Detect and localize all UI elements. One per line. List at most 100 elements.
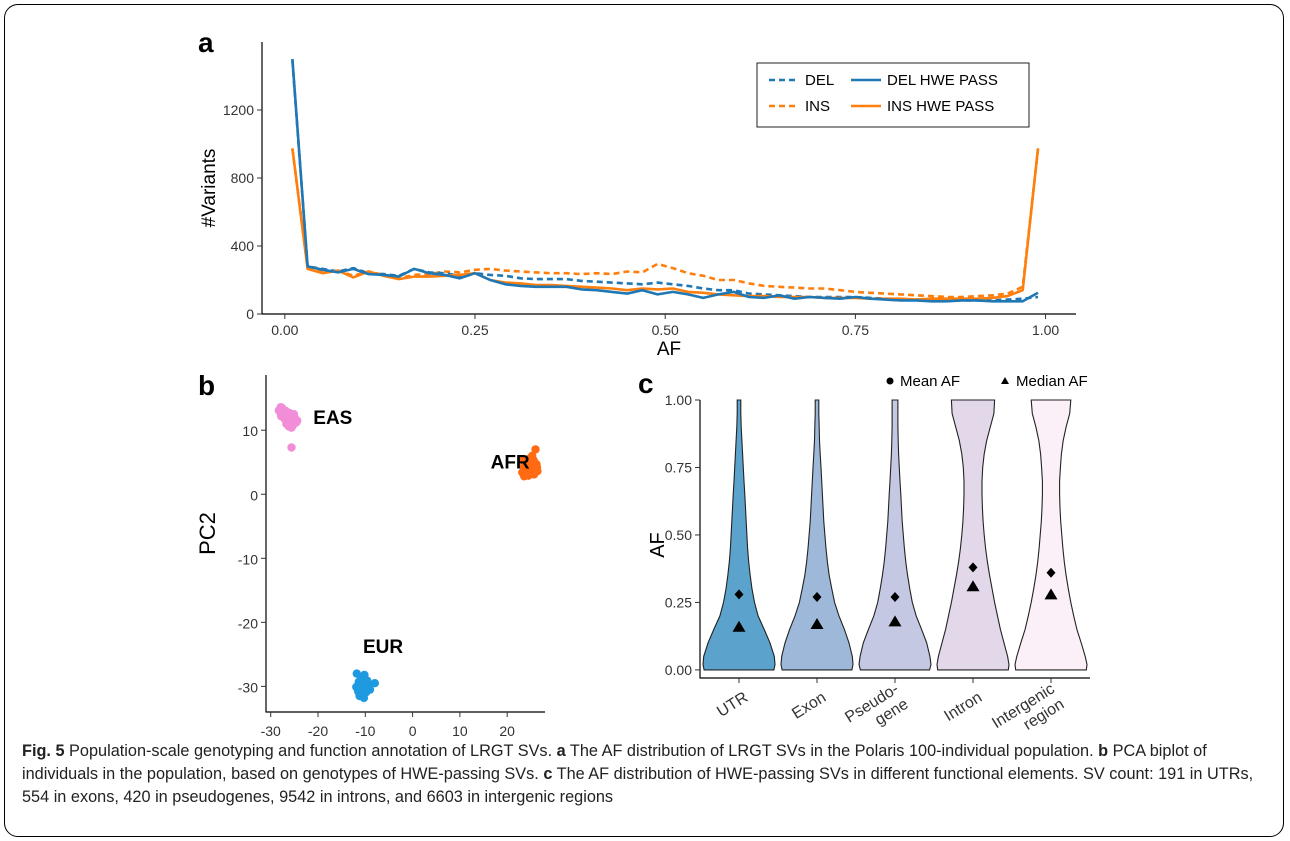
- panel-b-x-tick-label: 20: [499, 723, 515, 739]
- panel-a-legend-label: INS HWE PASS: [887, 98, 994, 115]
- panel-c-y-tick-label: 0.50: [665, 527, 692, 543]
- panel-a-x-tick-label: 0.75: [842, 322, 869, 338]
- panel-c-legend-label: Mean AF: [900, 373, 960, 390]
- panel-b-point: [525, 466, 534, 475]
- panel-c-category-label: UTR: [714, 689, 751, 721]
- panel-c-y-tick-label: 1.00: [665, 392, 692, 408]
- panel-c-category-label: Pseudo-gene: [842, 680, 911, 740]
- panel-b-point: [289, 410, 299, 419]
- panel-b-y-tick-label: 10: [242, 423, 258, 439]
- panel-b-point: [282, 419, 291, 428]
- panel-b-y-tick-label: -30: [238, 679, 258, 695]
- panel-b-annotation: EAS: [313, 408, 352, 429]
- caption-panel-c-text: The AF distribution of HWE-passing SVs i…: [22, 765, 1254, 806]
- panel-a-series-line: [291, 148, 1040, 301]
- panel-a-legend-label: DEL HWE PASS: [887, 72, 998, 89]
- panel-c-median-marker: [1044, 588, 1058, 600]
- panel-b-annotation: AFR: [491, 453, 530, 474]
- figure-caption: Fig. 5 Population-scale genotyping and f…: [22, 740, 1272, 809]
- panel-a-y-label: #Variants: [199, 149, 220, 228]
- panel-c-category-label: Intergenicregion: [989, 680, 1067, 740]
- figure-canvas: a 0.00 0.25 0.50 0.75 1.00 0 400 800 1200 AF #Varia…: [195, 27, 1090, 740]
- panel-a-legend-label: DEL: [805, 72, 834, 89]
- panel-c-legend: Mean AF Median AF: [886, 373, 1088, 390]
- panel-c-violin: [1014, 399, 1088, 671]
- panel-b-x-label: PC1: [384, 738, 427, 740]
- panel-a-x-tick-label: 0.25: [461, 322, 488, 338]
- panel-c-mean-marker: [1046, 567, 1056, 578]
- panel-c-category-label: Exon: [789, 689, 829, 723]
- panel-c-category-label: Intron: [941, 689, 985, 725]
- panel-a-series-line: [291, 58, 1039, 303]
- panel-a-x-tick-label: 0.00: [271, 322, 298, 338]
- panel-c-median-marker: [810, 618, 824, 630]
- panel-a-legend-box: [756, 62, 1030, 128]
- panel-c-y-tick-label: 0.75: [665, 459, 692, 475]
- panel-c-mean-marker: [812, 592, 822, 603]
- panel-c-mean-marker: [734, 589, 744, 600]
- panel-c-y-tick-label: 0.25: [665, 594, 692, 610]
- panel-c-category-label-line: Intron: [941, 689, 985, 725]
- panel-c: c 0.00 0.25 0.50 0.75 1.00 AF UTR Exon Pseudo-gen…: [638, 368, 1090, 740]
- panel-c-category-label-line: Exon: [789, 689, 829, 723]
- panel-b-point: [520, 459, 530, 468]
- panel-b-x-tick-label: 10: [452, 723, 468, 739]
- panel-c-violin: [936, 399, 1010, 671]
- panel-b-point: [287, 443, 296, 452]
- caption-panel-c-label: c: [543, 765, 553, 783]
- panel-b-x-tick-label: -30: [261, 723, 281, 739]
- panel-b-point: [365, 685, 375, 694]
- panel-b-point: [528, 451, 537, 460]
- panel-c-violin: [858, 399, 932, 671]
- panel-a-y-tick-label: 800: [231, 170, 255, 186]
- figure-frame: [4, 4, 1284, 837]
- panel-c-legend-mean-marker: [886, 377, 894, 385]
- panel-c-category-label-line: UTR: [714, 689, 751, 721]
- panel-b-annotation: EUR: [363, 637, 403, 658]
- panel-c-mean-marker: [968, 562, 978, 573]
- caption-panel-b-text: PCA biplot of individuals in the populat…: [22, 742, 1207, 783]
- panel-b-point: [293, 416, 302, 425]
- panel-b-point: [276, 408, 285, 417]
- panel-a-y-tick-label: 0: [246, 306, 254, 322]
- panel-c-label: c: [638, 368, 654, 399]
- panel-a-legend-label: INS: [805, 98, 830, 115]
- panel-c-legend-label: Median AF: [1016, 373, 1088, 390]
- caption-panel-a-text: The AF distribution of LRGT SVs in the P…: [565, 742, 1099, 760]
- panel-b-y-label: PC2: [195, 512, 220, 555]
- panel-a-x-tick-label: 1.00: [1032, 322, 1059, 338]
- panel-c-y-label: AF: [647, 532, 669, 558]
- panel-b-y-tick-label: 0: [250, 487, 258, 503]
- panel-c-y-tick-label: 0.00: [665, 662, 692, 678]
- panel-c-violin: [780, 399, 854, 671]
- panel-b-point: [355, 691, 364, 701]
- panel-b-point: [531, 445, 540, 454]
- panel-b-point: [529, 458, 538, 468]
- panel-b-y-tick-label: -10: [238, 551, 258, 567]
- panel-c-median-marker: [732, 620, 746, 632]
- panel-c-mean-marker: [890, 592, 900, 603]
- panel-a-x-label: AF: [657, 339, 681, 360]
- panel-a-y-tick-label: 400: [231, 238, 255, 254]
- panel-c-median-marker: [888, 615, 902, 627]
- panel-a-label: a: [198, 27, 214, 58]
- caption-fig-label: Fig. 5: [22, 742, 65, 760]
- caption-panel-a-label: a: [556, 742, 566, 760]
- panel-b: b -30 -20 -10 0 10 20 10 0 -10 -20 -30 PC1 PC2 EAS AFR E…: [195, 370, 545, 740]
- panel-b-x-tick-label: -20: [308, 723, 328, 739]
- panel-b-label: b: [198, 370, 215, 401]
- panel-b-point: [358, 675, 367, 684]
- panel-c-legend-median-marker: [1001, 377, 1009, 384]
- panel-c-median-marker: [966, 580, 980, 592]
- panel-b-x-tick-label: 0: [409, 723, 417, 739]
- panel-b-y-tick-label: -20: [238, 615, 258, 631]
- panel-a-y-tick-label: 1200: [223, 102, 254, 118]
- panel-a: a 0.00 0.25 0.50 0.75 1.00 0 400 800 1200 AF #Varia…: [198, 27, 1076, 360]
- panel-a-series-line: [291, 148, 1040, 299]
- caption-title: Population-scale genotyping and function…: [64, 742, 557, 760]
- panel-b-point: [520, 472, 529, 481]
- panel-c-violin: [702, 399, 776, 671]
- panel-b-x-tick-label: -10: [355, 723, 375, 739]
- caption-panel-b-label: b: [1098, 742, 1109, 760]
- panel-a-x-tick-label: 0.50: [652, 322, 679, 338]
